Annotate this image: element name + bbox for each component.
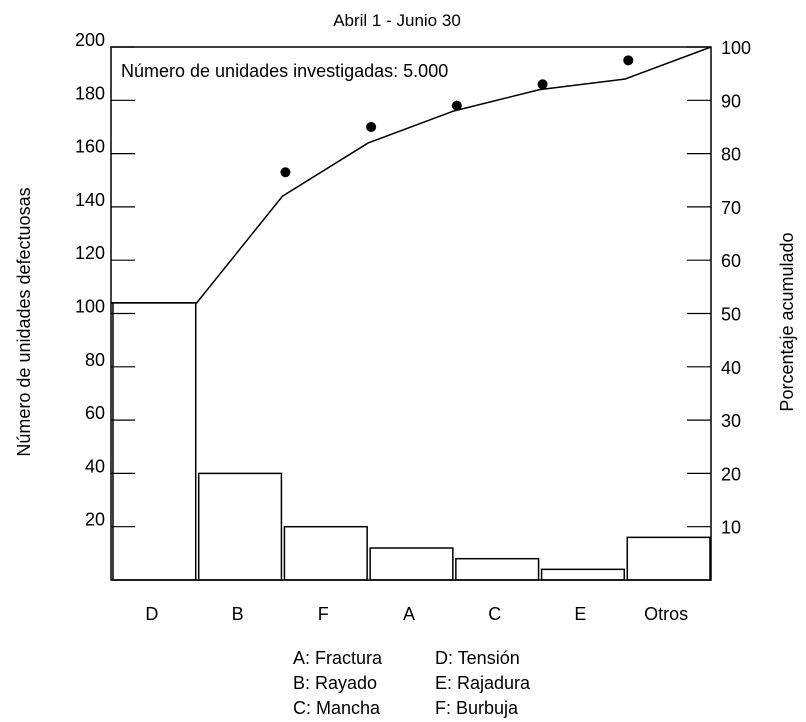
x-tick-label: F — [318, 604, 329, 624]
legend-item-c: C: Mancha — [293, 698, 381, 718]
y-tick-label: 200 — [75, 30, 105, 50]
cumulative-point — [451, 100, 462, 111]
bar-otros — [626, 536, 711, 581]
x-tick-label: D — [145, 604, 158, 624]
cumulative-point — [623, 55, 634, 66]
y2-tick-label: 20 — [721, 464, 741, 484]
x-tick-label: E — [574, 604, 586, 624]
legend-item-a: A: Fractura — [293, 648, 383, 668]
y2-tick-label: 50 — [721, 305, 741, 325]
bars-group — [112, 302, 711, 581]
cumulative-line-group — [111, 46, 712, 304]
legend-item-f: F: Burbuja — [435, 698, 519, 718]
y-tick-label: 180 — [75, 83, 105, 103]
y2-tick-label: 30 — [721, 411, 741, 431]
y2-tick-label: 100 — [721, 38, 751, 58]
y-tick-label: 60 — [85, 403, 105, 423]
x-tick-label: A — [403, 604, 415, 624]
bar-b — [197, 472, 283, 581]
y2-tick-label: 10 — [721, 518, 741, 538]
legend-item-b: B: Rayado — [293, 673, 378, 693]
x-tick-label: C — [488, 604, 501, 624]
x-axis-labels: D B F A C E Otros — [145, 604, 688, 624]
x-tick-label: Otros — [644, 604, 688, 624]
chart-title: Abril 1 - Junio 30 — [333, 11, 461, 30]
cumulative-point — [537, 79, 548, 90]
y2-tick-label: 70 — [721, 198, 741, 218]
legend-item-e: E: Rajadura — [435, 673, 531, 693]
right-axis-ticks: 10 20 30 40 50 60 70 80 90 100 — [687, 38, 751, 538]
y-tick-label: 100 — [75, 297, 105, 317]
legend-item-d: D: Tensión — [435, 648, 520, 668]
y-tick-label: 40 — [85, 456, 105, 476]
y2-axis-label: Porcentaje acumulado — [777, 232, 797, 411]
bar-a — [369, 547, 454, 581]
y2-tick-label: 40 — [721, 358, 741, 378]
bar-f — [283, 525, 368, 581]
cumulative-point — [280, 167, 291, 178]
y2-tick-label: 80 — [721, 145, 741, 165]
annotation-text: Número de unidades investigadas: 5.000 — [121, 61, 448, 81]
x-tick-label: B — [232, 604, 244, 624]
y-tick-label: 160 — [75, 137, 105, 157]
y2-tick-label: 60 — [721, 251, 741, 271]
cumulative-point — [366, 121, 377, 132]
left-axis-ticks: 20 40 60 80 100 120 140 160 180 200 — [75, 30, 135, 530]
bar-c — [455, 557, 540, 581]
bar-e — [540, 568, 626, 581]
y-tick-label: 140 — [75, 190, 105, 210]
cumulative-line — [111, 46, 712, 304]
y-tick-label: 80 — [85, 350, 105, 370]
pareto-chart: Abril 1 - Junio 30 20 40 60 80 100 120 140 160 1… — [14, 11, 797, 624]
y-tick-label: 20 — [85, 510, 105, 530]
y-tick-label: 120 — [75, 243, 105, 263]
y-axis-label: Número de unidades defectuosas — [14, 187, 34, 456]
cumulative-points-group — [280, 55, 634, 178]
bar-d — [112, 302, 197, 581]
y2-tick-label: 90 — [721, 91, 741, 111]
